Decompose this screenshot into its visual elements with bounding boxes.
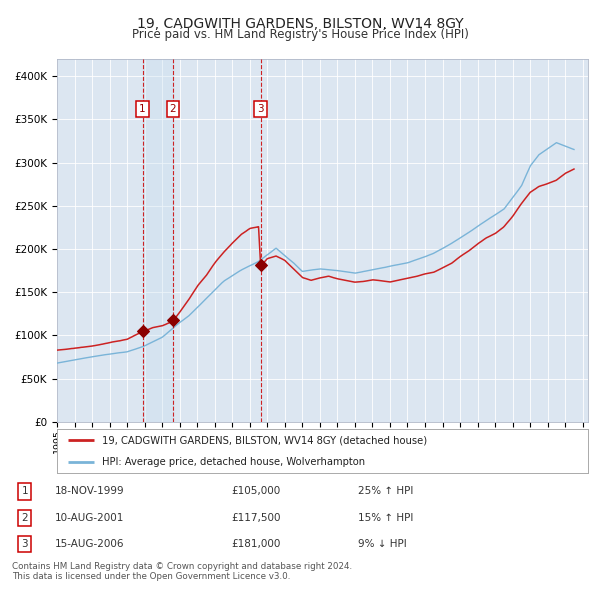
Point bbox=[168, 316, 178, 325]
Text: £181,000: £181,000 bbox=[231, 539, 280, 549]
Text: 18-NOV-1999: 18-NOV-1999 bbox=[55, 486, 125, 496]
Text: £105,000: £105,000 bbox=[231, 486, 280, 496]
Point bbox=[256, 261, 265, 270]
Text: Price paid vs. HM Land Registry's House Price Index (HPI): Price paid vs. HM Land Registry's House … bbox=[131, 28, 469, 41]
Text: 3: 3 bbox=[257, 104, 264, 114]
Bar bbox=[143, 59, 173, 422]
Text: Contains HM Land Registry data © Crown copyright and database right 2024.
This d: Contains HM Land Registry data © Crown c… bbox=[12, 562, 352, 581]
Text: 19, CADGWITH GARDENS, BILSTON, WV14 8GY (detached house): 19, CADGWITH GARDENS, BILSTON, WV14 8GY … bbox=[102, 435, 427, 445]
Text: 3: 3 bbox=[22, 539, 28, 549]
Text: 2: 2 bbox=[22, 513, 28, 523]
Text: 1: 1 bbox=[139, 104, 146, 114]
Text: £117,500: £117,500 bbox=[231, 513, 280, 523]
Text: 9% ↓ HPI: 9% ↓ HPI bbox=[358, 539, 406, 549]
Text: 25% ↑ HPI: 25% ↑ HPI bbox=[358, 486, 413, 496]
Text: HPI: Average price, detached house, Wolverhampton: HPI: Average price, detached house, Wolv… bbox=[102, 457, 365, 467]
Text: 10-AUG-2001: 10-AUG-2001 bbox=[55, 513, 125, 523]
Text: 15-AUG-2006: 15-AUG-2006 bbox=[55, 539, 125, 549]
Text: 1: 1 bbox=[22, 486, 28, 496]
Point bbox=[138, 326, 148, 336]
Text: 2: 2 bbox=[170, 104, 176, 114]
Text: 19, CADGWITH GARDENS, BILSTON, WV14 8GY: 19, CADGWITH GARDENS, BILSTON, WV14 8GY bbox=[137, 17, 463, 31]
Text: 15% ↑ HPI: 15% ↑ HPI bbox=[358, 513, 413, 523]
